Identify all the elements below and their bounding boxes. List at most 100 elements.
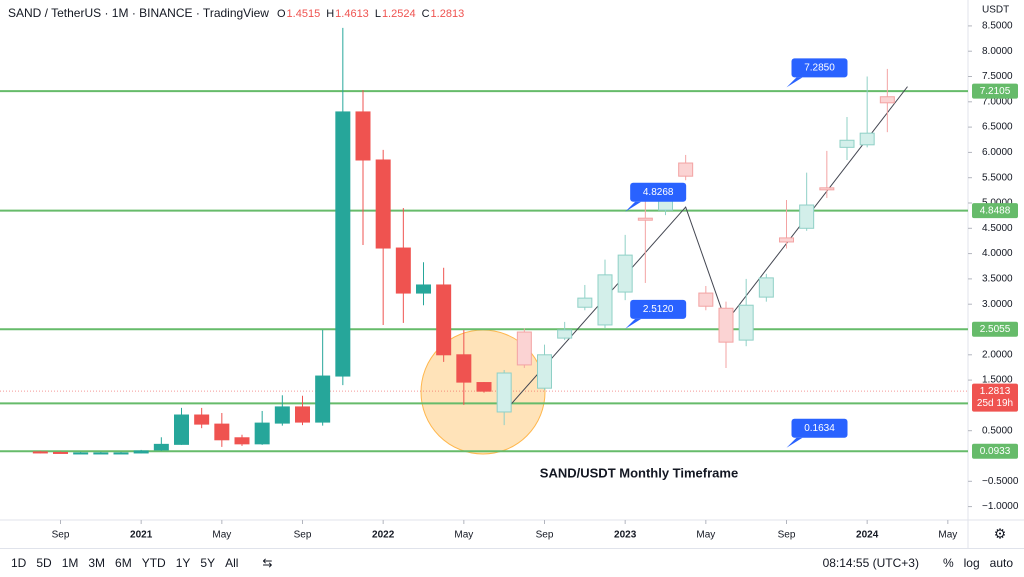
candle-body — [174, 414, 189, 445]
level-badge — [972, 83, 1018, 99]
y-tick-label: −1.0000 — [982, 501, 1019, 512]
x-tick-label: 2021 — [130, 530, 153, 541]
callout-label: 4.8268 — [643, 187, 674, 198]
callout-pointer — [625, 318, 642, 329]
y-tick-label: 0.5000 — [982, 425, 1013, 436]
x-tick-label: May — [212, 530, 231, 541]
toolbar-right: 08:14:55 (UTC+3) % log auto — [818, 556, 1024, 570]
candle-body — [295, 406, 310, 423]
range-button[interactable]: 5Y — [200, 556, 216, 570]
ohlc-value: 1.2524 — [382, 8, 416, 20]
x-tick-label: Sep — [52, 530, 70, 541]
x-tick-label: Sep — [294, 530, 312, 541]
y-tick-label: 1.5000 — [982, 375, 1013, 386]
range-button[interactable]: 3M — [88, 556, 106, 570]
candle-body — [436, 284, 452, 356]
callout: 0.1634 — [786, 418, 848, 448]
y-tick-label: −0.5000 — [982, 476, 1019, 487]
y-tick-label: 4.0000 — [982, 248, 1013, 259]
y-tick-label: 8.5000 — [982, 21, 1013, 32]
candle-body — [799, 204, 815, 229]
x-tick-label: May — [938, 530, 957, 541]
toolbar: 1D 5D 1M 3M 6M YTD 1Y 5Y All ⇆ 08:14:55 (UTC+3) … — [0, 548, 1024, 577]
countdown: 25d 19h — [977, 398, 1013, 409]
range-button[interactable]: 5D — [36, 556, 52, 570]
callout-label: 7.2850 — [804, 63, 835, 74]
callout-pointer — [786, 77, 803, 88]
y-tick-label: 3.5000 — [982, 274, 1013, 285]
candle-body — [254, 422, 270, 445]
callout-pointer — [786, 437, 803, 448]
candle-body — [738, 304, 754, 341]
candle-body — [698, 292, 714, 307]
range-buttons: 1D 5D 1M 3M 6M YTD 1Y 5Y All — [0, 556, 243, 570]
callout-label: 2.5120 — [643, 304, 674, 315]
x-tick-label: 2024 — [856, 530, 879, 541]
level-badge-label: 4.8488 — [980, 205, 1011, 216]
y-tick-label: 2.0000 — [982, 349, 1013, 360]
y-tick-label: 8.0000 — [982, 46, 1013, 57]
candle-body — [779, 237, 794, 243]
y-tick-label: 6.5000 — [982, 122, 1013, 133]
level-badge — [972, 203, 1018, 219]
compare-icon[interactable]: ⇆ — [262, 556, 273, 570]
settings-icon[interactable]: ⚙ — [994, 526, 1007, 542]
scale-option[interactable]: auto — [989, 556, 1013, 570]
candle-body — [476, 382, 492, 392]
candle-body — [678, 162, 694, 177]
candle-body — [456, 354, 472, 383]
scale-option[interactable]: log — [963, 556, 980, 570]
clock: 08:14:55 (UTC+3) — [822, 556, 919, 570]
ohlc-key: C — [422, 8, 430, 20]
range-button[interactable]: 6M — [115, 556, 132, 570]
candle-body — [73, 452, 89, 455]
candle-body — [214, 423, 230, 441]
candle-body — [617, 254, 633, 293]
price-badge — [972, 383, 1018, 412]
candle-body — [395, 247, 411, 294]
ohlc-value: 1.4613 — [335, 8, 369, 20]
callout-pointer — [625, 201, 642, 212]
candle-body — [153, 443, 169, 451]
ohlc-key: H — [326, 8, 334, 20]
range-button[interactable]: YTD — [141, 556, 166, 570]
ohlc-key: O — [277, 8, 286, 20]
candle-body — [93, 452, 109, 455]
candle-body — [879, 96, 895, 104]
x-tick-label: Sep — [778, 530, 796, 541]
callout-box — [791, 418, 848, 438]
range-button[interactable]: 1Y — [175, 556, 191, 570]
symbol: SAND / TetherUS · 1M · BINANCE · Trading… — [8, 6, 269, 20]
level-badge — [972, 321, 1018, 337]
x-tick-label: 2022 — [372, 530, 395, 541]
y-tick-label: 5.5000 — [982, 172, 1013, 183]
candle-body — [335, 111, 351, 377]
x-tick-label: 2023 — [614, 530, 637, 541]
range-button[interactable]: 1M — [61, 556, 79, 570]
candle-body — [234, 437, 250, 445]
candle-body — [637, 217, 653, 221]
ohlc-value: 1.4515 — [287, 8, 321, 20]
candle-body — [819, 187, 835, 191]
y-tick-label: 4.5000 — [982, 223, 1013, 234]
range-button[interactable]: 1D — [11, 556, 27, 570]
trend-line — [503, 86, 908, 413]
candle-body — [355, 111, 371, 161]
x-tick-label: May — [454, 530, 473, 541]
candle-body — [496, 372, 512, 413]
candle-body — [597, 274, 613, 326]
candle-body — [859, 132, 875, 146]
callout: 7.2850 — [786, 58, 848, 88]
y-tick-label: 3.0000 — [982, 299, 1013, 310]
callout-box — [630, 182, 687, 202]
annotation: SAND/USDT Monthly Timeframe — [540, 465, 738, 480]
candle-body — [577, 297, 593, 308]
candle-body — [32, 451, 48, 454]
candle-body — [416, 284, 431, 294]
candle-body — [194, 414, 210, 425]
callout-box — [630, 299, 687, 319]
scale-option[interactable]: % — [942, 556, 954, 570]
x-tick-label: Sep — [536, 530, 554, 541]
level-badge-label: 7.2105 — [980, 86, 1011, 97]
range-button[interactable]: All — [225, 556, 239, 570]
